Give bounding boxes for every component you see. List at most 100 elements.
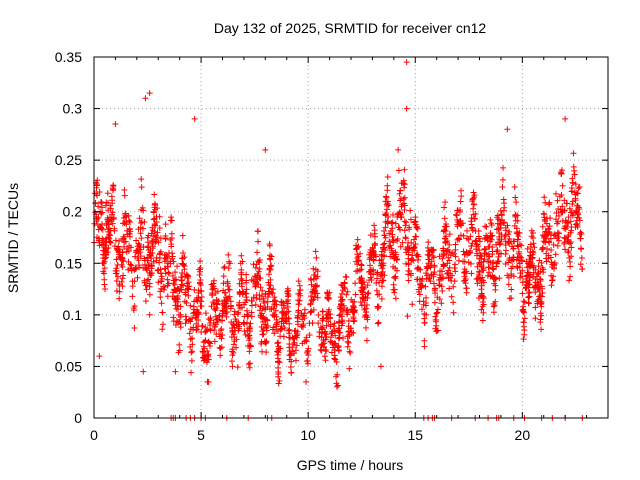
data-point xyxy=(216,344,223,351)
data-point xyxy=(478,253,485,260)
data-point xyxy=(330,341,337,348)
data-point xyxy=(284,300,291,307)
data-point xyxy=(188,357,195,364)
data-point xyxy=(397,187,404,194)
data-point xyxy=(180,262,187,269)
data-point xyxy=(502,238,509,245)
y-tick-label: 0 xyxy=(74,410,82,426)
data-point xyxy=(119,220,126,227)
data-point xyxy=(510,254,517,261)
data-point xyxy=(416,298,423,305)
data-point xyxy=(468,218,475,225)
data-point xyxy=(248,297,255,304)
data-point xyxy=(246,325,253,332)
data-point xyxy=(452,241,459,248)
data-point xyxy=(355,253,362,260)
data-point xyxy=(500,164,507,171)
data-point xyxy=(442,233,449,240)
data-point xyxy=(243,307,250,314)
data-point xyxy=(245,333,252,340)
data-point xyxy=(327,323,334,330)
data-point xyxy=(570,180,577,187)
data-point xyxy=(308,276,315,283)
data-point xyxy=(165,269,172,276)
data-point xyxy=(388,220,395,227)
data-point xyxy=(311,288,318,295)
data-point xyxy=(306,332,313,339)
data-point xyxy=(405,271,412,278)
data-point xyxy=(563,200,570,207)
data-point xyxy=(208,281,215,288)
data-point xyxy=(384,202,391,209)
data-point xyxy=(542,228,549,235)
data-point xyxy=(166,270,173,277)
data-point xyxy=(281,324,288,331)
data-point xyxy=(195,294,202,301)
data-point xyxy=(169,255,176,262)
data-point xyxy=(256,256,263,263)
data-point xyxy=(257,284,264,291)
data-point xyxy=(447,270,454,277)
data-point xyxy=(473,276,480,283)
data-point xyxy=(110,187,117,194)
data-point xyxy=(534,279,541,286)
data-point xyxy=(559,182,566,189)
data-point xyxy=(325,306,332,313)
data-point xyxy=(182,313,189,320)
data-point xyxy=(464,235,471,242)
data-point xyxy=(528,227,535,234)
data-point xyxy=(113,265,120,272)
data-point xyxy=(433,310,440,317)
data-point xyxy=(105,207,112,214)
data-point xyxy=(107,239,114,246)
data-point xyxy=(309,297,316,304)
data-point xyxy=(566,240,573,247)
data-point xyxy=(571,171,578,178)
data-point xyxy=(341,279,348,286)
data-point xyxy=(367,268,374,275)
data-point xyxy=(314,294,321,301)
data-point xyxy=(363,337,370,344)
data-point xyxy=(213,331,220,338)
data-point xyxy=(304,357,311,364)
data-point xyxy=(172,269,179,276)
data-point xyxy=(344,343,351,350)
data-point xyxy=(530,240,537,247)
data-point xyxy=(373,287,380,294)
data-point xyxy=(445,254,452,261)
data-point xyxy=(264,298,271,305)
data-point xyxy=(224,278,231,285)
data-point xyxy=(171,281,178,288)
data-point xyxy=(401,166,408,173)
data-point xyxy=(228,334,235,341)
data-point xyxy=(133,247,140,254)
data-point xyxy=(154,229,161,236)
data-point xyxy=(441,262,448,269)
data-point xyxy=(200,357,207,364)
data-point xyxy=(204,378,211,385)
data-point xyxy=(463,285,470,292)
data-point xyxy=(473,238,480,245)
data-point xyxy=(174,263,181,270)
data-point xyxy=(402,222,409,229)
data-point xyxy=(344,338,351,345)
data-point xyxy=(258,324,265,331)
data-point xyxy=(559,203,566,210)
data-point xyxy=(233,318,240,325)
data-point xyxy=(318,330,325,337)
x-tick-label: 5 xyxy=(197,427,205,443)
data-point xyxy=(125,266,132,273)
data-point xyxy=(339,317,346,324)
data-point xyxy=(246,364,253,371)
data-point xyxy=(403,105,410,112)
data-point xyxy=(529,262,536,269)
data-point xyxy=(228,358,235,365)
data-point xyxy=(484,272,491,279)
data-point xyxy=(432,290,439,297)
data-point xyxy=(493,226,500,233)
data-point xyxy=(334,382,341,389)
data-point xyxy=(488,220,495,227)
data-point xyxy=(452,268,459,275)
data-point xyxy=(291,339,298,346)
data-point xyxy=(489,232,496,239)
